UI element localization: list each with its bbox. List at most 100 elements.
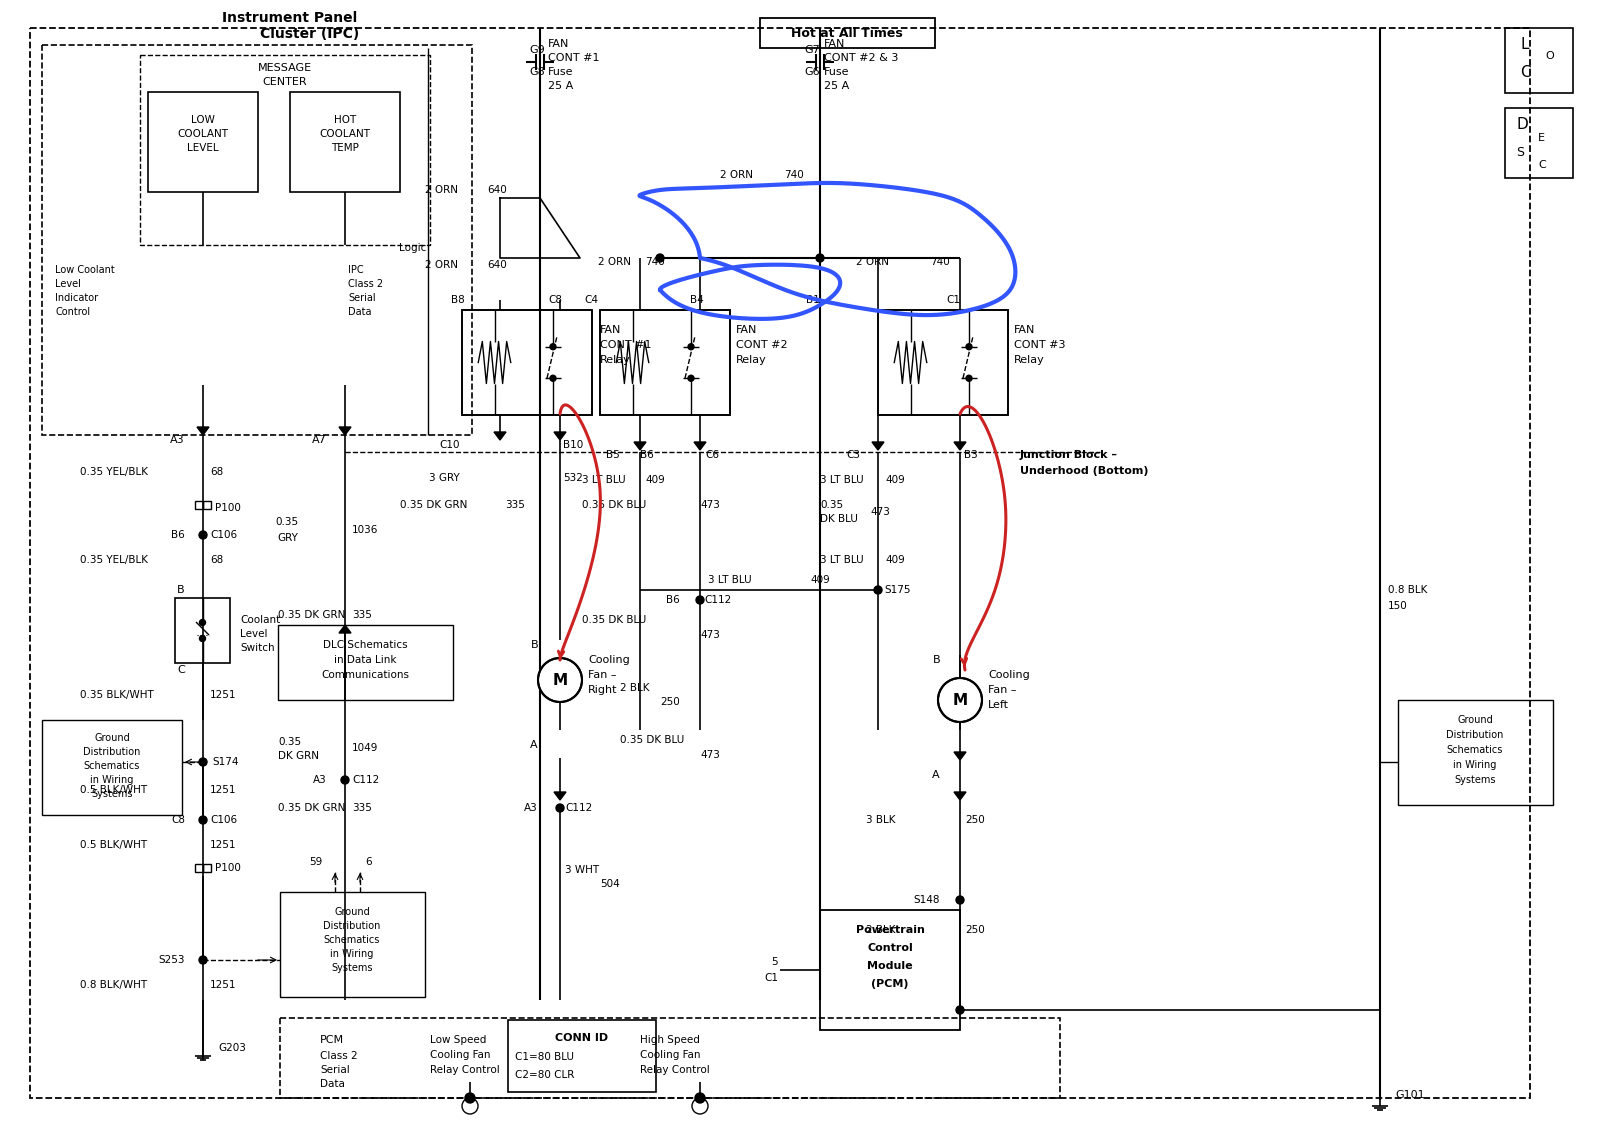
Text: B8: B8 <box>451 295 466 305</box>
Circle shape <box>696 596 704 604</box>
Text: CONT #1: CONT #1 <box>600 340 651 350</box>
Text: Control: Control <box>867 942 914 953</box>
Text: 3 WHT: 3 WHT <box>565 865 598 875</box>
Text: in Wiring: in Wiring <box>1453 760 1496 770</box>
Bar <box>42 720 182 815</box>
Text: Schematics: Schematics <box>83 761 141 771</box>
Text: G101: G101 <box>1395 1089 1424 1100</box>
Bar <box>203 502 211 509</box>
Text: 0.35 DK BLU: 0.35 DK BLU <box>582 500 646 511</box>
Polygon shape <box>339 427 350 435</box>
Text: in Wiring: in Wiring <box>90 775 134 785</box>
Text: Serial: Serial <box>349 293 376 303</box>
Text: B: B <box>933 655 941 665</box>
Bar <box>878 310 1008 415</box>
Text: FAN: FAN <box>600 325 621 335</box>
Text: 250: 250 <box>661 697 680 707</box>
Text: Systems: Systems <box>1454 775 1496 785</box>
Text: DK GRN: DK GRN <box>278 751 318 761</box>
Text: C8: C8 <box>171 815 186 825</box>
Text: M: M <box>952 692 968 708</box>
Circle shape <box>200 635 205 642</box>
Text: CENTER: CENTER <box>262 77 307 88</box>
Text: P100: P100 <box>214 863 242 873</box>
Text: 640: 640 <box>486 185 507 195</box>
Text: S174: S174 <box>211 757 238 767</box>
Text: Relay: Relay <box>1014 355 1045 365</box>
Text: High Speed: High Speed <box>640 1034 699 1045</box>
Text: 2 ORN: 2 ORN <box>426 260 458 270</box>
Text: B: B <box>530 640 538 650</box>
Circle shape <box>538 657 582 702</box>
Text: C1: C1 <box>946 295 960 305</box>
Text: Relay: Relay <box>736 355 766 365</box>
Text: D: D <box>1517 117 1528 131</box>
Text: C112: C112 <box>565 803 592 813</box>
Text: 3 LT BLU: 3 LT BLU <box>819 475 864 485</box>
Circle shape <box>198 758 206 766</box>
Text: Cooling: Cooling <box>989 670 1030 680</box>
Text: 409: 409 <box>645 475 664 485</box>
Text: in Wiring: in Wiring <box>330 949 374 959</box>
Text: Distribution: Distribution <box>83 747 141 757</box>
Text: Relay: Relay <box>600 355 630 365</box>
Text: B6: B6 <box>666 595 680 605</box>
Text: O: O <box>1546 50 1554 61</box>
Text: 2 ORN: 2 ORN <box>598 257 630 267</box>
Text: B5: B5 <box>606 450 621 460</box>
Bar <box>760 18 934 48</box>
Text: 473: 473 <box>701 500 720 511</box>
Text: 1049: 1049 <box>352 743 378 753</box>
Text: PCM: PCM <box>320 1034 344 1045</box>
Circle shape <box>874 586 882 594</box>
Text: 0.35: 0.35 <box>275 517 298 527</box>
Polygon shape <box>694 442 706 450</box>
Text: 59: 59 <box>309 857 322 867</box>
Text: TEMP: TEMP <box>331 142 358 153</box>
Polygon shape <box>954 792 966 800</box>
Text: Indicator: Indicator <box>54 293 98 303</box>
Circle shape <box>688 375 694 381</box>
Text: Instrument Panel: Instrument Panel <box>222 11 358 25</box>
Text: L: L <box>1520 37 1528 52</box>
Circle shape <box>550 343 557 350</box>
Text: C8: C8 <box>547 295 562 305</box>
Text: B1: B1 <box>806 295 819 305</box>
Text: Data: Data <box>349 307 371 318</box>
Text: 0.35 YEL/BLK: 0.35 YEL/BLK <box>80 555 147 565</box>
Text: C: C <box>1520 64 1531 80</box>
Circle shape <box>966 343 973 350</box>
Text: B: B <box>178 585 186 595</box>
Text: 473: 473 <box>870 507 890 517</box>
Text: Fan –: Fan – <box>989 686 1016 695</box>
Text: Ground: Ground <box>1458 715 1493 725</box>
Text: Schematics: Schematics <box>1446 745 1502 755</box>
Text: C112: C112 <box>352 775 379 785</box>
Text: Serial: Serial <box>320 1065 350 1075</box>
Text: B4: B4 <box>690 295 704 305</box>
Text: Low Speed: Low Speed <box>430 1034 486 1045</box>
Text: Relay Control: Relay Control <box>430 1065 499 1075</box>
Text: Hot at All Times: Hot at All Times <box>790 27 902 39</box>
Bar <box>174 598 230 663</box>
Circle shape <box>198 531 206 539</box>
Text: A3: A3 <box>170 435 186 445</box>
Text: Data: Data <box>320 1079 346 1089</box>
Text: Underhood (Bottom): Underhood (Bottom) <box>1021 466 1149 476</box>
Polygon shape <box>197 427 210 435</box>
Text: 0.35 DK BLU: 0.35 DK BLU <box>582 615 646 625</box>
Text: 740: 740 <box>784 171 803 180</box>
Text: 3 LT BLU: 3 LT BLU <box>582 475 626 485</box>
Text: A3: A3 <box>314 775 326 785</box>
Polygon shape <box>494 432 506 440</box>
Text: Distribution: Distribution <box>323 921 381 931</box>
Text: A3: A3 <box>525 803 538 813</box>
Text: 409: 409 <box>810 574 830 585</box>
Circle shape <box>341 776 349 784</box>
Text: Level: Level <box>240 629 267 640</box>
Text: B6: B6 <box>171 530 186 540</box>
Text: CONT #3: CONT #3 <box>1014 340 1066 350</box>
Bar <box>278 625 453 700</box>
Text: Right: Right <box>589 686 618 695</box>
Text: 532: 532 <box>563 473 582 482</box>
